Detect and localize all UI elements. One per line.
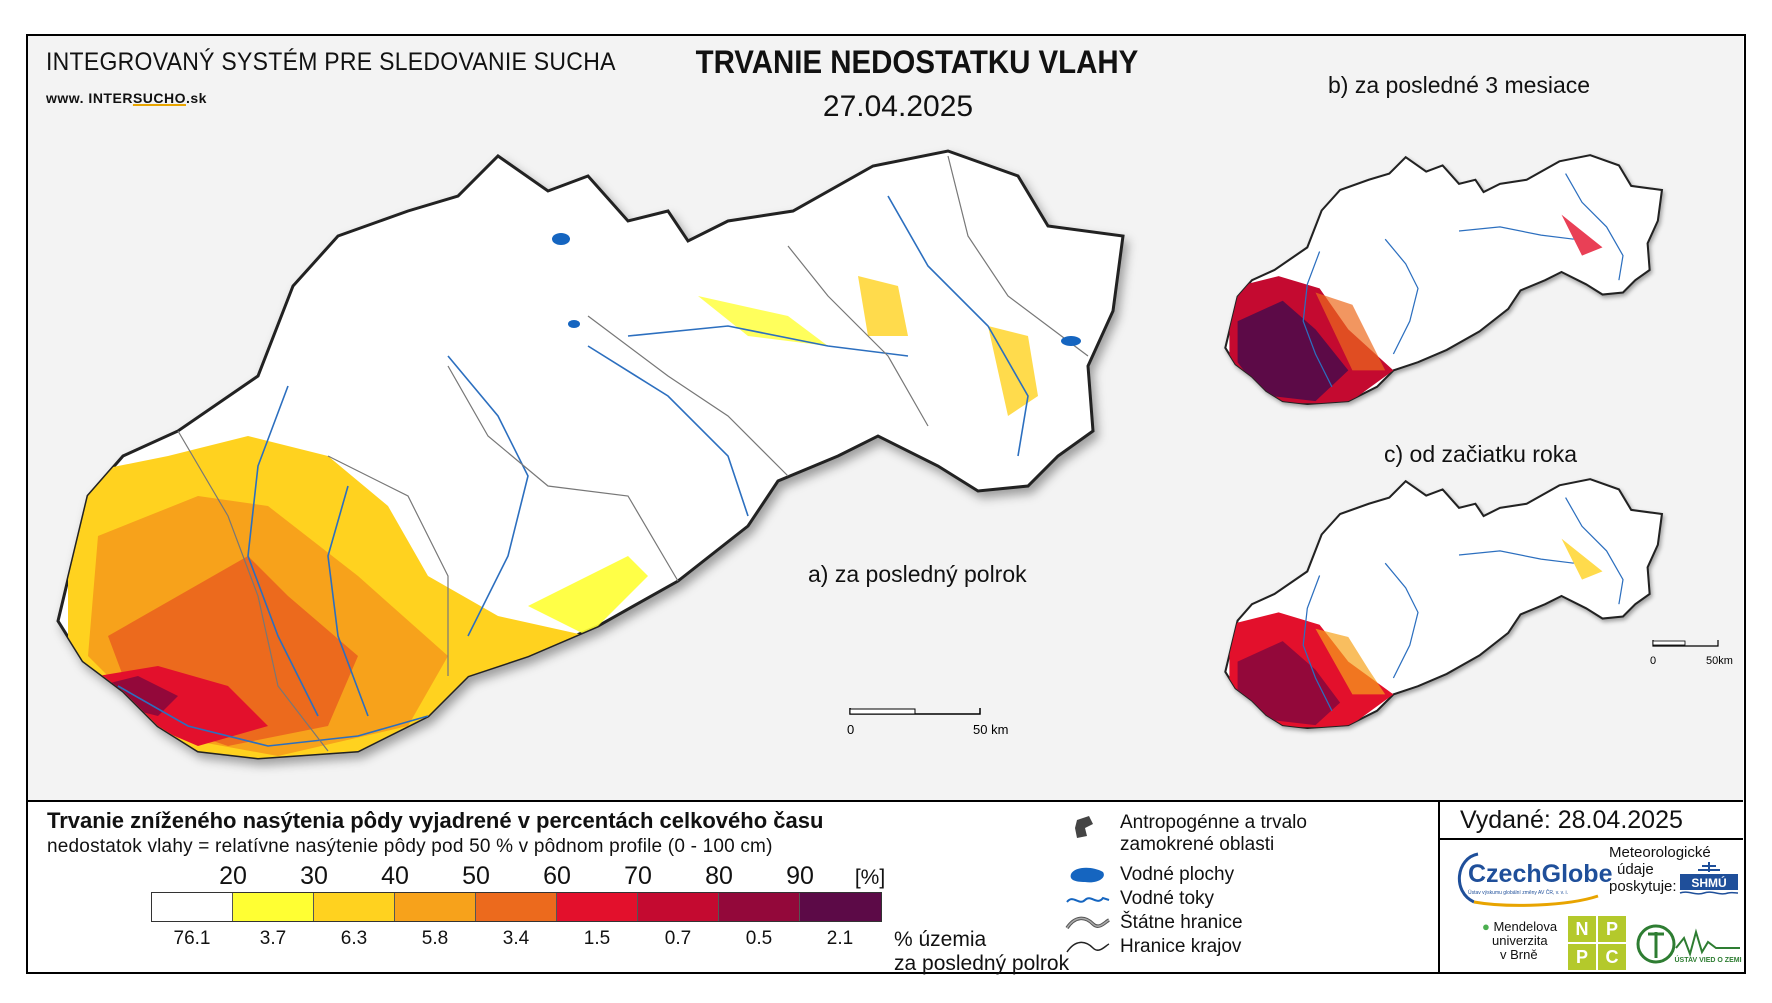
map-panel: INTEGROVANÝ SYSTÉM PRE SLEDOVANIE SUCHA … [28, 36, 1743, 802]
legend-swatch [152, 893, 233, 921]
shmu-label: SHMÚ [1691, 875, 1726, 890]
main-scale-bar: 0 50 km [847, 708, 1008, 737]
share-caption: % územia za posledný polrok [894, 928, 1069, 976]
legend-percentage: 3.7 [259, 928, 287, 949]
map-title: TRVANIE NEDOSTATKU VLAHY [695, 44, 1139, 80]
legend-swatch [395, 893, 476, 921]
nppc-logo: N P P C [1568, 916, 1626, 970]
meteo-line: údaje [1617, 861, 1654, 878]
legend-tick: 80 [705, 862, 733, 890]
legend-rivers: Vodné toky [1120, 888, 1215, 909]
shmu-logo: SHMÚ [1679, 862, 1739, 895]
legend-water-bodies: Vodné plochy [1120, 864, 1235, 885]
legend-tick: 40 [381, 862, 409, 890]
main-drought-map: 0 50 km [56, 149, 1733, 760]
inset-scale-bar: 0 50km [1650, 640, 1733, 667]
mendel-line: v Brně [1500, 947, 1538, 962]
nppc-letter: C [1598, 944, 1626, 970]
mendel-university-logo: ● Mendelova univerzita v Brně [1482, 920, 1557, 962]
legend-tick: 70 [624, 862, 652, 890]
share-caption-line: % územia [894, 928, 987, 951]
inset-b-label: b) za posledné 3 mesiace [1328, 72, 1591, 98]
legend-panel: Trvanie zníženého nasýtenia pôdy vyjadre… [28, 800, 1743, 976]
inset-map-c [1224, 478, 1664, 730]
inset-map-b [1224, 154, 1664, 406]
legend-anthropogenic-line: zamokrené oblasti [1120, 834, 1275, 855]
legend-percentage: 76.1 [173, 928, 211, 949]
inset-scale-end: 50km [1706, 655, 1733, 667]
legend-unit: [%] [854, 866, 886, 889]
river-symbol [1066, 896, 1110, 903]
legend-tick: 20 [219, 862, 247, 890]
mendel-line: univerzita [1492, 933, 1548, 948]
main-map-label: a) za posledný polrok [808, 561, 1027, 587]
issued-date: Vydané: 28.04.2025 [1460, 806, 1683, 834]
legend-swatch [233, 893, 314, 921]
meteo-provider-text: Meteorologické údaje poskytuje: [1609, 844, 1711, 895]
map-sheet: INTEGROVANÝ SYSTÉM PRE SLEDOVANIE SUCHA … [26, 34, 1746, 976]
nppc-letter: P [1568, 944, 1596, 970]
legend-tick: 60 [543, 862, 571, 890]
inset-c-label: c) od začiatku roka [1384, 441, 1578, 467]
uvz-label: ÚSTAV VIED O ZEMI [1674, 955, 1741, 964]
inset-scale-zero: 0 [1650, 655, 1656, 667]
legend-color-bar [151, 892, 882, 922]
water-bodies-main [552, 233, 1081, 346]
legend-tick: 90 [786, 862, 814, 890]
rivers-main [117, 195, 1029, 747]
issued-rule [1440, 838, 1743, 840]
meteo-line: poskytuje: [1609, 878, 1677, 895]
nppc-letter: N [1568, 916, 1596, 942]
website-suffix: .sk [186, 90, 207, 106]
legend-swatch [719, 893, 800, 921]
map-date: 27.04.2025 [822, 90, 974, 123]
region-borders-main [177, 155, 1089, 752]
legend-state-border: Štátne hranice [1120, 912, 1243, 933]
legend-tick: 50 [462, 862, 490, 890]
ustav-vied-o-zemi-logo: ÚSTAV VIED O ZEMI [1636, 924, 1742, 964]
share-caption-line: za posledný polrok [894, 952, 1070, 975]
legend-percentage: 0.5 [745, 928, 773, 949]
legend-title: Trvanie zníženého nasýtenia pôdy vyjadre… [47, 808, 824, 833]
org-title: INTEGROVANÝ SYSTÉM PRE SLEDOVANIE SUCHA [46, 48, 616, 76]
legend-percentage: 3.4 [502, 928, 530, 949]
legend-percentage: 6.3 [340, 928, 368, 949]
nppc-letter: P [1598, 916, 1626, 942]
water-body-symbol [1070, 867, 1104, 883]
region-border-symbol [1066, 941, 1110, 953]
czechglobe-logo [1457, 852, 1599, 907]
website-highlight: SUCHO [132, 90, 186, 106]
main-scale-zero: 0 [847, 722, 854, 737]
legend-swatch [638, 893, 719, 921]
meteo-line: Meteorologické [1609, 844, 1711, 861]
website-link[interactable]: www. INTERSUCHO.sk [46, 90, 207, 106]
czechglobe-subtitle: Ústav výskumu globální změny AV ČR, v. v… [1468, 890, 1569, 896]
legend-tick: 30 [300, 862, 328, 890]
legend-percentage: 5.8 [421, 928, 449, 949]
legend-swatch [800, 893, 881, 921]
legend-anthropogenic-line: Antropogénne a trvalo [1120, 812, 1307, 833]
website-prefix: www. INTER [46, 90, 133, 106]
main-scale-end: 50 km [973, 722, 1008, 737]
legend-swatch [314, 893, 395, 921]
legend-anthropogenic: Antropogénne a trvalo zamokrené oblasti [1120, 812, 1307, 856]
legend-percentage: 0.7 [664, 928, 692, 949]
legend-subtitle: nedostatok vlahy = relatívne nasýtenie p… [47, 836, 773, 857]
legend-percentage: 2.1 [826, 928, 854, 949]
legend-swatch [476, 893, 557, 921]
legend-region-border: Hranice krajov [1120, 936, 1242, 957]
mendel-line: ● Mendelova [1482, 919, 1558, 934]
legend-divider [1438, 800, 1440, 974]
anthropogenic-area-symbol [1075, 816, 1093, 838]
legend-swatch [557, 893, 638, 921]
czechglobe-name: CzechGlobe [1468, 860, 1613, 888]
legend-percentage: 1.5 [583, 928, 611, 949]
state-border-symbol [1065, 916, 1110, 930]
